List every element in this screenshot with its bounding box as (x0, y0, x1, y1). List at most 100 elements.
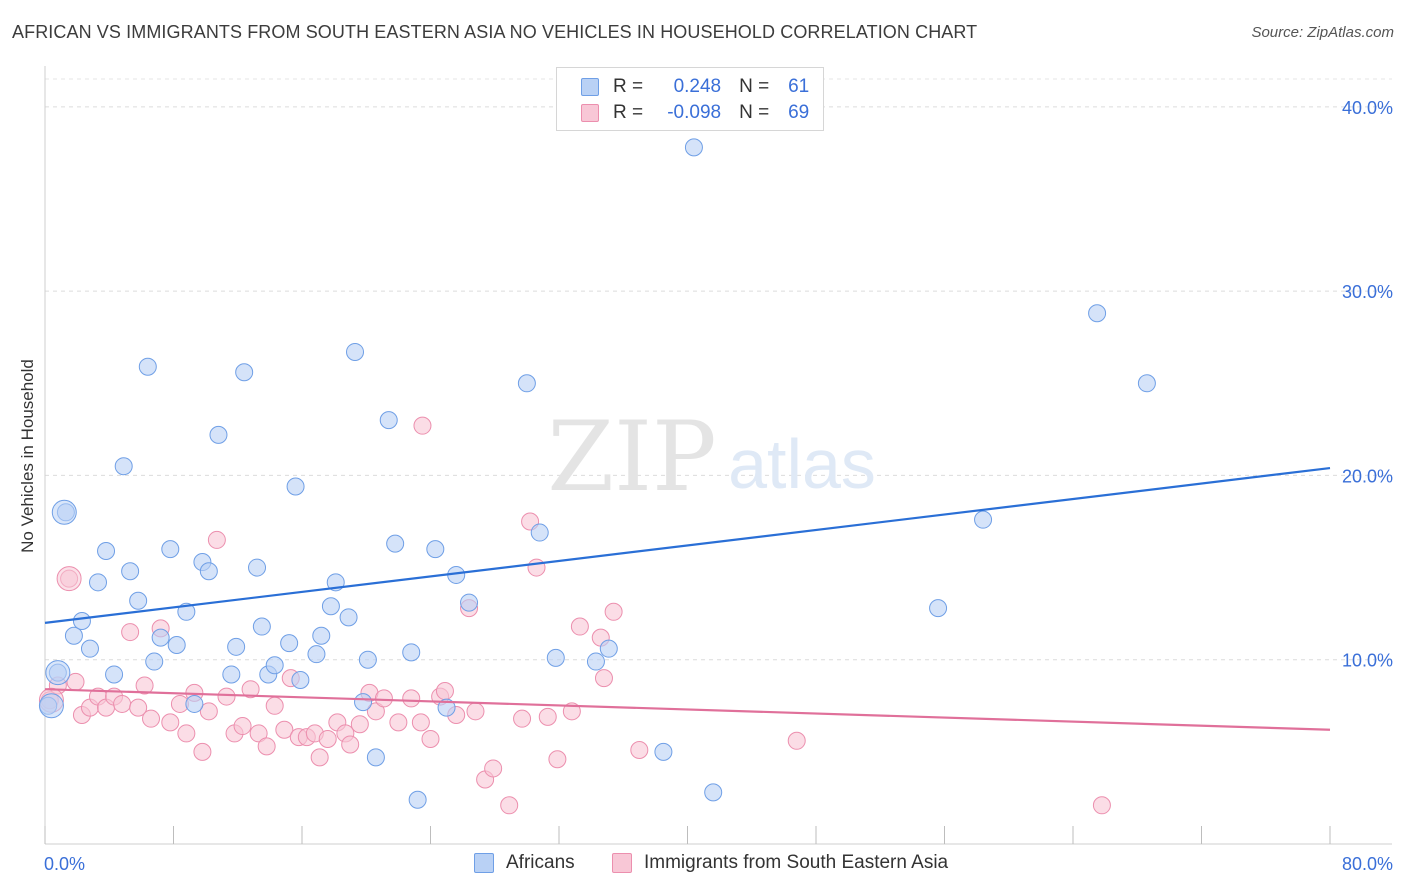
point-immigrants (207, 530, 226, 549)
point-africans (138, 357, 157, 376)
point-africans (312, 626, 331, 645)
point-africans (599, 639, 618, 658)
point-africans (209, 425, 228, 444)
point-africans (408, 790, 427, 809)
point-africans (97, 541, 116, 560)
point-immigrants (310, 748, 329, 767)
point-immigrants (548, 750, 567, 769)
point-africans (105, 665, 124, 684)
point-immigrants (233, 717, 252, 736)
point-immigrants (402, 689, 421, 708)
x-tick-label: 80.0% (1342, 854, 1393, 874)
legend-label-immigrants: Immigrants from South Eastern Asia (644, 852, 949, 873)
point-africans (121, 562, 140, 581)
point-africans (89, 573, 108, 592)
point-immigrants (562, 702, 581, 721)
point-immigrants (135, 676, 154, 695)
trend-line-africans (44, 466, 1331, 624)
legend-n-value: 61 (788, 76, 810, 97)
point-africans (80, 639, 99, 658)
point-immigrants (265, 696, 284, 715)
point-africans (252, 617, 271, 636)
source-note: Source: ZipAtlas.com (1251, 24, 1394, 41)
point-immigrants (350, 715, 369, 734)
legend-label-africans: Africans (506, 852, 575, 873)
x-tick-label: 0.0% (44, 854, 85, 874)
point-immigrants (142, 709, 161, 728)
point-immigrants (193, 742, 212, 761)
point-immigrants (1092, 796, 1111, 815)
legend-swatch-immigrants (612, 853, 632, 873)
point-africans (222, 665, 241, 684)
point-immigrants (630, 741, 649, 760)
point-immigrants (500, 796, 519, 815)
y-tick-label: 40.0% (1342, 98, 1393, 118)
point-immigrants (484, 759, 503, 778)
legend-swatch-immigrants (581, 104, 599, 122)
point-africans (402, 643, 421, 662)
point-africans (530, 523, 549, 542)
point-africans (280, 634, 299, 653)
point-africans (185, 694, 204, 713)
watermark-atlas: atlas (728, 425, 876, 503)
tick-labels: 10.0% 20.0% 30.0% 40.0% 0.0% 80.0% (44, 98, 1393, 874)
point-africans (286, 477, 305, 496)
point-immigrants (257, 737, 276, 756)
point-africans (437, 698, 456, 717)
point-africans (265, 656, 284, 675)
y-tick-label: 30.0% (1342, 282, 1393, 302)
legend-item-africans[interactable]: Africans (474, 852, 575, 874)
point-immigrants (527, 558, 546, 577)
point-africans (1088, 304, 1107, 323)
point-immigrants (366, 702, 385, 721)
point-immigrants (249, 724, 268, 743)
point-africans (248, 558, 267, 577)
point-africans (366, 748, 385, 767)
point-immigrants (199, 702, 218, 721)
chart-title: AFRICAN VS IMMIGRANTS FROM SOUTH EASTERN… (12, 22, 978, 42)
point-immigrants (113, 694, 132, 713)
legend-item-immigrants[interactable]: Immigrants from South Eastern Asia (612, 852, 948, 874)
point-africans (974, 510, 993, 529)
point-africans (307, 645, 326, 664)
watermark-zip: ZIP (547, 401, 716, 513)
point-africans (151, 628, 170, 647)
point-immigrants (466, 702, 485, 721)
legend-row-africans: R = 0.248 N = 61 (581, 75, 809, 99)
point-africans (386, 534, 405, 553)
point-africans (199, 562, 218, 581)
legend-r-label: R = (613, 76, 644, 97)
point-africans (704, 783, 723, 802)
point-immigrants (241, 680, 260, 699)
point-immigrants (570, 617, 589, 636)
point-africans (145, 652, 164, 671)
point-africans (114, 457, 133, 476)
point-africans (227, 637, 246, 656)
legend-r-value: -0.098 (667, 102, 722, 123)
point-africans-large (51, 499, 77, 525)
point-africans (546, 648, 565, 667)
point-immigrants (787, 731, 806, 750)
legend-n-value: 69 (788, 102, 810, 123)
point-africans (339, 608, 358, 627)
point-africans (291, 670, 310, 689)
legend-n-label: N = (739, 76, 770, 97)
point-africans (929, 599, 948, 618)
point-immigrants (177, 724, 196, 743)
point-immigrants (129, 698, 148, 717)
point-immigrants (538, 707, 557, 726)
point-immigrants (318, 729, 337, 748)
data-points (38, 138, 1156, 815)
point-africans (72, 612, 91, 631)
point-africans (426, 540, 445, 559)
point-immigrants (341, 735, 360, 754)
point-africans (177, 602, 196, 621)
point-immigrants (594, 669, 613, 688)
point-immigrants (161, 713, 180, 732)
point-africans (684, 138, 703, 157)
point-africans (654, 742, 673, 761)
trend-lines (44, 466, 1331, 731)
point-immigrants (421, 729, 440, 748)
legend-swatch-africans (474, 853, 494, 873)
